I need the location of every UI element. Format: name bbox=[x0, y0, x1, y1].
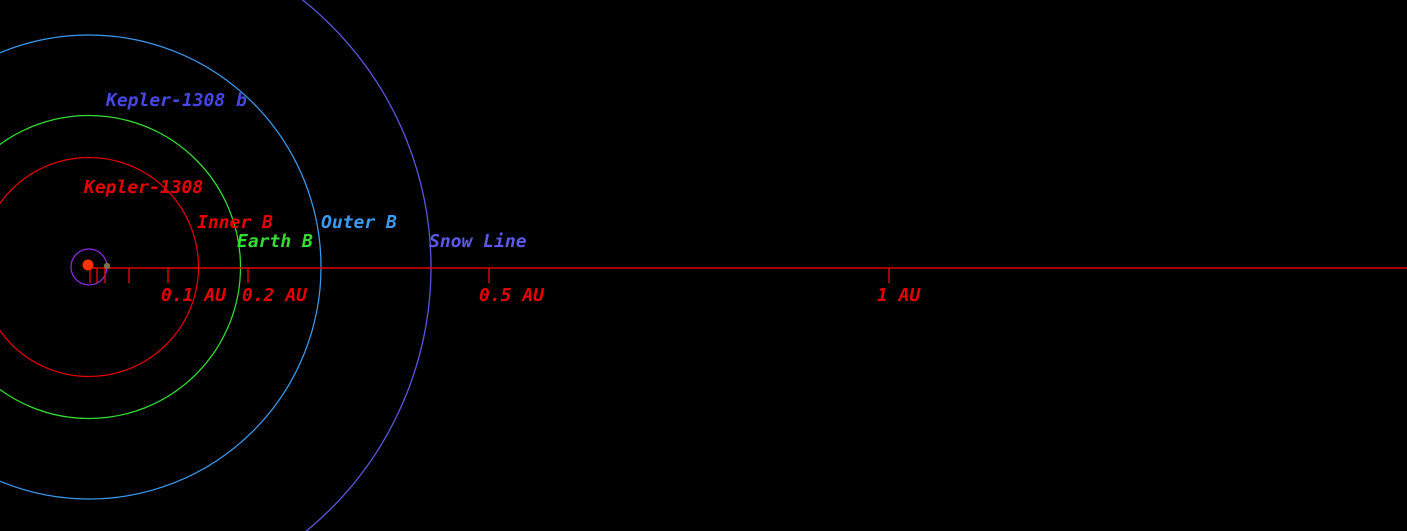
planet-dot bbox=[103, 262, 111, 270]
earth-equivalent-circle bbox=[0, 114, 242, 420]
planet-orbit-label: Kepler-1308 b bbox=[106, 90, 247, 111]
star-dot bbox=[82, 259, 94, 271]
hz-inner-boundary-label: Inner B bbox=[197, 212, 273, 233]
axis-tick-label-0-5-au: 0.5 AU bbox=[479, 285, 545, 306]
axis-tick-label-0-1-au: 0.1 AU bbox=[161, 285, 227, 306]
axis-tick-label-0-2-au: 0.2 AU bbox=[242, 285, 308, 306]
earth-equivalent-label: Earth B bbox=[237, 231, 313, 252]
axis-tick-label-1-au: 1 AU bbox=[877, 285, 921, 306]
hz-outer-boundary-label: Outer B bbox=[321, 212, 397, 233]
inner-boundary-circle bbox=[0, 156, 200, 378]
star-name-label: Kepler-1308 bbox=[84, 177, 204, 198]
snow-line-label: Snow Line bbox=[429, 231, 527, 252]
snow-line-circle bbox=[301, 0, 432, 531]
outer-boundary-circle bbox=[0, 34, 322, 500]
